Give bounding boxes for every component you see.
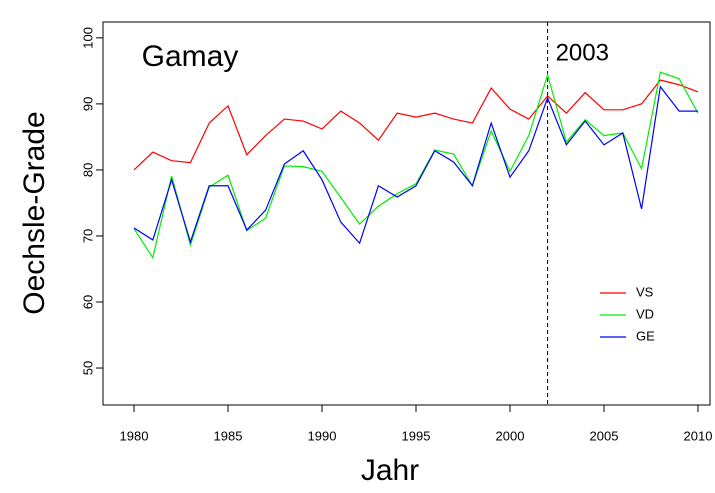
plot-frame [102, 21, 711, 406]
y-tick-label: 70 [80, 229, 95, 243]
x-tick-label: 1985 [214, 428, 243, 443]
y-tick-label: 80 [80, 163, 95, 177]
x-tick-label: 1980 [120, 428, 149, 443]
x-tick-label: 2010 [684, 428, 713, 443]
y-tick-label: 100 [80, 27, 95, 49]
annotation: 2003 [556, 39, 609, 66]
y-tick-label: 90 [80, 97, 95, 111]
y-axis-title: Oechsle-Grade [18, 111, 51, 314]
chart-title: Gamay [142, 40, 239, 73]
series-line [133, 79, 699, 171]
x-tick-label: 1995 [402, 428, 431, 443]
legend-label: GE [636, 328, 655, 343]
x-axis-title: Jahr [361, 454, 419, 487]
series-line [133, 85, 698, 245]
x-tick-label: 2005 [590, 428, 619, 443]
y-tick-label: 60 [80, 295, 95, 309]
y-tick-label: 50 [80, 361, 95, 375]
x-tick-label: 2000 [496, 428, 525, 443]
x-tick-label: 1990 [308, 428, 337, 443]
legend-label: VS [636, 284, 654, 299]
series-line [133, 71, 699, 260]
legend-label: VD [636, 306, 654, 321]
